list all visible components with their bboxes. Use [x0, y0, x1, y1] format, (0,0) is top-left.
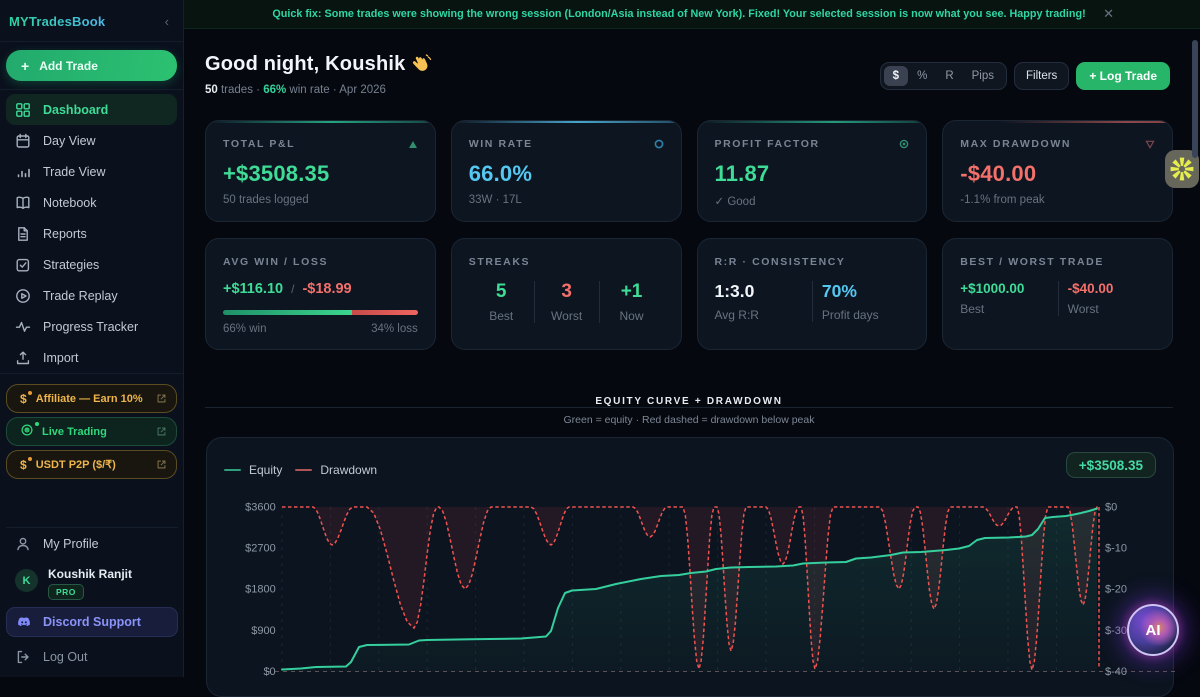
svg-text:$-30: $-30 — [1105, 625, 1127, 637]
svg-text:$0: $0 — [263, 666, 275, 678]
svg-text:$2700: $2700 — [245, 543, 276, 555]
svg-text:$900: $900 — [251, 625, 275, 637]
svg-text:$1800: $1800 — [245, 584, 276, 596]
svg-text:$-10: $-10 — [1105, 543, 1127, 555]
svg-text:$-20: $-20 — [1105, 584, 1127, 596]
svg-text:$-40: $-40 — [1105, 666, 1127, 678]
svg-text:$3600: $3600 — [245, 502, 276, 514]
svg-text:$0: $0 — [1105, 502, 1117, 514]
